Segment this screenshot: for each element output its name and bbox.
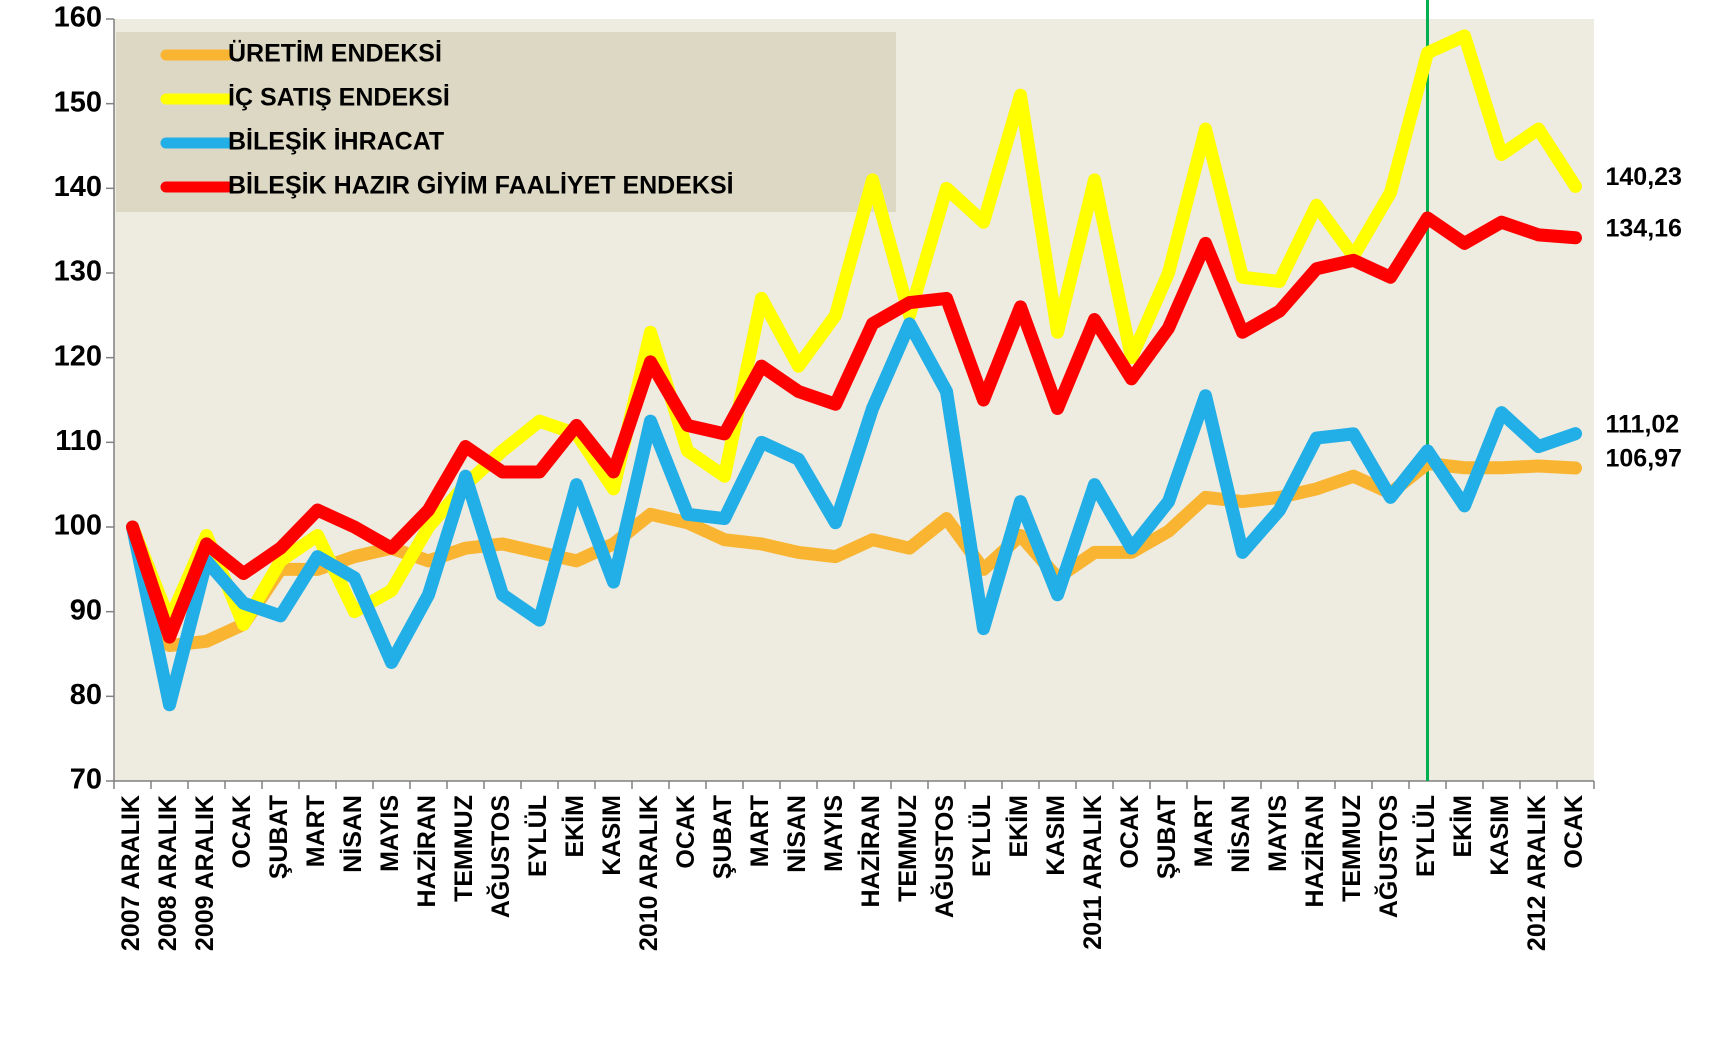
x-tick-label: 2012 ARALIK	[1523, 795, 1551, 951]
y-tick-label: 160	[54, 2, 102, 34]
x-tick-label: EKİM	[1449, 795, 1477, 858]
legend-label: ÜRETİM ENDEKSİ	[228, 39, 442, 68]
x-tick-label: AĞUSTOS	[1374, 795, 1403, 918]
x-tick-label: MART	[302, 795, 330, 867]
x-tick-label: HAZİRAN	[857, 795, 885, 908]
data-label: 140,23	[1606, 163, 1682, 191]
x-tick-label: HAZİRAN	[413, 795, 441, 908]
y-tick-label: 110	[55, 425, 102, 457]
legend-box	[116, 32, 896, 212]
x-tick-label: MAYIS	[1264, 795, 1292, 872]
x-tick-label: 2007 ARALIK	[117, 795, 145, 951]
x-tick-label: OCAK	[1116, 795, 1144, 869]
data-label: 134,16	[1606, 214, 1682, 242]
series-line	[126, 457, 1582, 653]
y-tick-label: 100	[54, 510, 102, 542]
x-tick-label: KASIM	[1486, 795, 1514, 876]
legend-label: BİLEŞİK HAZIR GİYİM FAALİYET ENDEKSİ	[228, 172, 734, 200]
x-tick-label: ŞUBAT	[265, 795, 293, 879]
series-line	[126, 29, 1582, 631]
x-tick-label: AĞUSTOS	[486, 795, 515, 918]
data-label: 106,97	[1606, 445, 1682, 473]
x-tick-label: 2010 ARALIK	[635, 795, 663, 951]
x-tick-label: TEMMUZ	[894, 795, 922, 902]
legend-label: BİLEŞİK İHRACAT	[228, 128, 444, 156]
x-tick-label: ŞUBAT	[1153, 795, 1181, 879]
x-tick-label: ŞUBAT	[709, 795, 737, 879]
x-tick-label: NİSAN	[783, 795, 811, 873]
x-tick-label: EKİM	[561, 795, 589, 858]
x-tick-label: 2008 ARALIK	[154, 795, 182, 951]
x-tick-label: NİSAN	[1227, 795, 1255, 873]
y-tick-label: 80	[70, 679, 102, 711]
x-tick-label: TEMMUZ	[1338, 795, 1366, 902]
x-tick-label: EYLÜL	[967, 795, 996, 877]
x-tick-label: MAYIS	[820, 795, 848, 872]
x-tick-label: MART	[1190, 795, 1218, 867]
x-tick-label: MAYIS	[376, 795, 404, 872]
x-tick-label: EYLÜL	[523, 795, 552, 877]
x-tick-label: TEMMUZ	[450, 795, 478, 902]
data-label: 111,02	[1606, 410, 1680, 438]
y-tick-label: 140	[54, 171, 102, 203]
x-tick-label: KASIM	[1042, 795, 1070, 876]
x-tick-label: 2011 ARALIK	[1079, 795, 1107, 950]
x-tick-label: KASIM	[598, 795, 626, 876]
x-tick-label: HAZİRAN	[1301, 795, 1329, 908]
x-tick-label: OCAK	[1560, 795, 1588, 869]
y-tick-label: 130	[54, 256, 102, 288]
x-tick-label: OCAK	[228, 795, 256, 869]
x-tick-label: OCAK	[672, 795, 700, 869]
y-tick-label: 90	[70, 594, 102, 626]
legend-label: İÇ SATIŞ ENDEKSİ	[228, 84, 450, 112]
x-tick-label: NİSAN	[339, 795, 367, 873]
series-line	[126, 211, 1582, 644]
y-tick-label: 120	[54, 340, 102, 372]
y-tick-label: 70	[70, 764, 102, 796]
series-line	[126, 317, 1582, 712]
y-tick-label: 150	[54, 86, 102, 118]
x-tick-label: 2009 ARALIK	[191, 795, 219, 951]
x-tick-label: EYLÜL	[1411, 795, 1440, 877]
x-tick-label: AĞUSTOS	[930, 795, 959, 918]
x-tick-label: EKİM	[1005, 795, 1033, 858]
x-tick-label: MART	[746, 795, 774, 867]
